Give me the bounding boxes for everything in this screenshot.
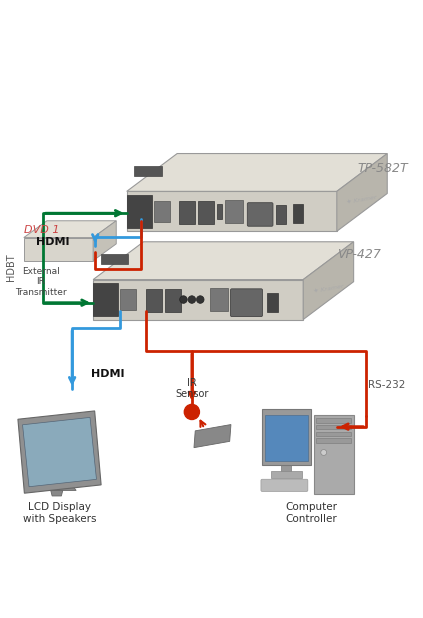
Circle shape	[197, 296, 204, 303]
Circle shape	[188, 296, 196, 303]
Bar	[316, 439, 351, 443]
Bar	[281, 464, 291, 472]
Circle shape	[180, 296, 187, 303]
Bar	[265, 415, 308, 461]
FancyBboxPatch shape	[231, 289, 262, 316]
Polygon shape	[93, 221, 116, 261]
Text: External
IR
Transmitter: External IR Transmitter	[15, 267, 66, 297]
Polygon shape	[93, 283, 118, 316]
Bar	[165, 289, 181, 312]
Polygon shape	[127, 153, 387, 192]
Text: ✦ Kramer: ✦ Kramer	[313, 283, 344, 294]
FancyBboxPatch shape	[247, 203, 273, 226]
Polygon shape	[93, 242, 354, 279]
Polygon shape	[337, 153, 387, 231]
Text: HDMI: HDMI	[36, 237, 70, 247]
Polygon shape	[303, 242, 354, 320]
Bar	[262, 409, 310, 465]
Text: DVD 1: DVD 1	[24, 226, 59, 235]
Bar	[313, 415, 354, 494]
Bar	[293, 204, 303, 223]
Text: ✦ Kramer: ✦ Kramer	[346, 195, 377, 205]
FancyBboxPatch shape	[261, 479, 308, 491]
Bar	[267, 293, 278, 312]
Text: Computer
Controller: Computer Controller	[286, 502, 338, 524]
Circle shape	[184, 404, 199, 420]
Polygon shape	[24, 237, 93, 261]
Bar	[154, 201, 170, 222]
Circle shape	[321, 449, 327, 455]
Polygon shape	[50, 489, 63, 496]
Polygon shape	[127, 192, 337, 231]
Text: RS-232: RS-232	[368, 379, 406, 389]
Bar	[316, 432, 351, 436]
Polygon shape	[24, 221, 116, 237]
Text: HDMI: HDMI	[91, 369, 124, 379]
Text: VP-427: VP-427	[337, 248, 381, 261]
Bar	[276, 205, 286, 224]
Text: HDBT: HDBT	[6, 253, 16, 281]
Bar	[217, 204, 222, 219]
Polygon shape	[101, 254, 128, 265]
Bar	[179, 201, 195, 224]
Bar	[316, 418, 351, 423]
Text: LCD Display
with Speakers: LCD Display with Speakers	[23, 502, 96, 524]
Bar	[198, 201, 214, 224]
Bar	[121, 289, 136, 310]
Bar	[271, 471, 302, 478]
Polygon shape	[22, 417, 96, 487]
Bar	[210, 288, 228, 311]
Bar	[225, 200, 243, 223]
Polygon shape	[93, 279, 303, 320]
Polygon shape	[18, 411, 101, 493]
Text: IR
Sensor: IR Sensor	[175, 378, 209, 399]
Polygon shape	[127, 195, 152, 228]
Bar	[316, 425, 351, 430]
Polygon shape	[135, 166, 162, 176]
Text: TP-582T: TP-582T	[358, 161, 409, 174]
Bar	[146, 289, 162, 312]
Polygon shape	[39, 487, 76, 491]
Polygon shape	[194, 425, 231, 447]
